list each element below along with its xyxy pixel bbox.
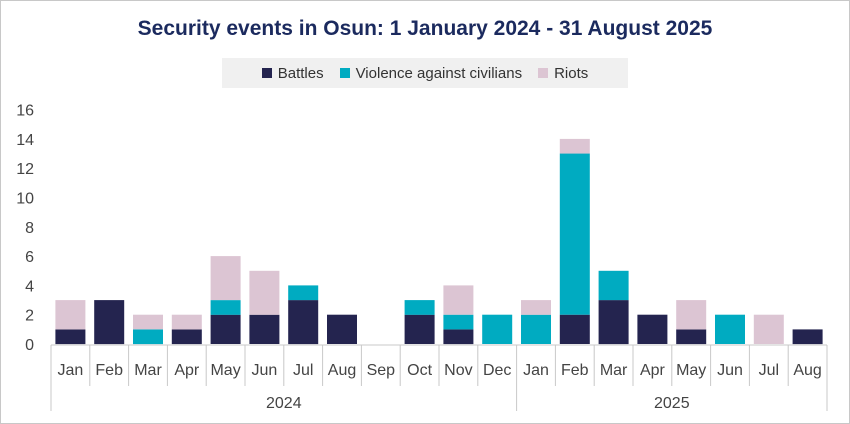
x-tick-label: Apr xyxy=(174,362,200,379)
bar-riots xyxy=(249,270,280,315)
x-tick-label: Jun xyxy=(717,362,743,379)
bar-violence-against-civilians xyxy=(404,300,435,315)
legend-label-battles: Battles xyxy=(277,64,324,82)
chart-title: Security events in Osun: 1 January 2024 … xyxy=(137,17,713,40)
year-group-label: 2025 xyxy=(654,395,690,412)
y-tick-label: 2 xyxy=(25,308,34,325)
bar-battles xyxy=(171,329,202,345)
y-tick-label: 6 xyxy=(25,249,34,266)
bar-battles xyxy=(210,314,241,344)
x-tick-label: Aug xyxy=(793,362,821,379)
legend-label-violence-against-civilians: Violence against civilians xyxy=(355,64,523,82)
bar-violence-against-civilians xyxy=(559,153,590,315)
x-tick-label: Sep xyxy=(367,362,396,379)
bar-battles xyxy=(288,300,319,345)
bar-battles xyxy=(94,300,125,345)
y-tick-label: 8 xyxy=(25,220,34,237)
x-tick-label: Feb xyxy=(95,362,123,379)
bar-violence-against-civilians xyxy=(598,270,629,301)
x-tick-label: Jan xyxy=(523,362,549,379)
bar-battles xyxy=(443,329,474,345)
x-tick-label: Nov xyxy=(444,362,472,379)
x-tick-label: Aug xyxy=(328,362,356,379)
bar-violence-against-civilians xyxy=(715,314,745,344)
bar-battles xyxy=(598,300,629,345)
bar-violence-against-civilians xyxy=(443,314,474,330)
bar-battles xyxy=(404,314,435,344)
x-tick-label: Jul xyxy=(293,362,313,379)
bar-violence-against-civilians xyxy=(288,285,319,301)
year-group-label: 2024 xyxy=(266,395,302,412)
bar-riots xyxy=(443,285,474,315)
legend: Battles Violence against civilians Riots xyxy=(222,58,628,88)
x-tick-label: Jun xyxy=(252,362,278,379)
x-tick-label: May xyxy=(210,362,240,379)
legend-swatch-battles xyxy=(261,68,272,78)
x-tick-label: Mar xyxy=(600,362,628,379)
bar-riots xyxy=(171,314,202,330)
x-tick-label: Oct xyxy=(407,362,432,379)
legend-swatch-riots xyxy=(538,68,549,78)
bar-violence-against-civilians xyxy=(482,314,513,344)
y-tick-label: 16 xyxy=(16,103,34,120)
legend-swatch-violence-against-civilians xyxy=(339,68,350,78)
bar-battles xyxy=(327,314,357,344)
x-tick-label: Mar xyxy=(134,362,162,379)
y-tick-label: 0 xyxy=(25,337,34,354)
legend-item-battles: Battles xyxy=(261,64,324,82)
bar-riots xyxy=(133,314,163,330)
x-tick-label: May xyxy=(676,362,706,379)
x-tick-label: Jul xyxy=(759,362,779,379)
bar-riots xyxy=(753,314,784,344)
bar-riots xyxy=(676,300,707,330)
bar-riots xyxy=(521,300,551,315)
bar-violence-against-civilians xyxy=(210,300,241,315)
bar-violence-against-civilians xyxy=(521,314,551,344)
y-tick-label: 14 xyxy=(16,132,34,149)
y-tick-label: 10 xyxy=(16,191,34,208)
bar-riots xyxy=(210,256,241,301)
x-tick-label: Feb xyxy=(561,362,589,379)
legend-item-riots: Riots xyxy=(538,65,588,82)
bar-riots xyxy=(55,300,86,330)
bar-battles xyxy=(249,314,280,344)
y-tick-label: 4 xyxy=(25,278,34,295)
bar-battles xyxy=(559,314,590,344)
x-tick-label: Apr xyxy=(640,362,666,379)
legend-item-violence-against-civilians: Violence against civilians xyxy=(339,64,523,82)
bar-riots xyxy=(559,138,590,154)
bar-battles xyxy=(676,329,707,345)
y-tick-label: 12 xyxy=(16,161,34,178)
bar-battles xyxy=(55,329,86,345)
bar-battles xyxy=(637,314,668,344)
bar-violence-against-civilians xyxy=(133,329,163,345)
bar-battles xyxy=(792,329,823,345)
x-tick-label: Dec xyxy=(483,362,511,379)
legend-label-riots: Riots xyxy=(554,64,589,82)
x-tick-label: Jan xyxy=(58,362,84,379)
